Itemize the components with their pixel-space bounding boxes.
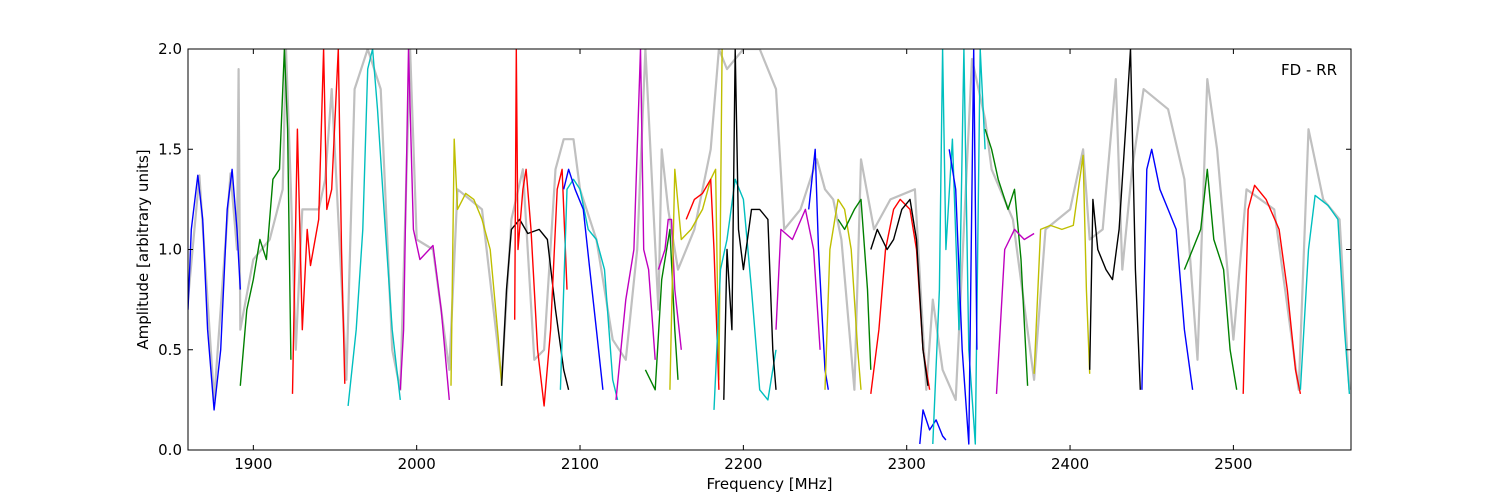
y-tick-label: 1.0 [158,241,182,259]
series-segment-14 [669,49,723,390]
series-segment-9 [559,178,619,401]
series-segment-20 [824,198,862,390]
series-segment-27 [984,128,1029,386]
series-segment-12 [644,228,679,391]
series-segment-32 [1183,168,1238,390]
series-segment-34 [1299,194,1351,394]
y-axis-label: Amplitude [arbitrary units] [134,149,152,349]
series-segment-1 [188,168,241,411]
series-segment-5 [399,49,450,400]
x-tick-label: 2300 [888,455,926,473]
series-segment-28 [995,228,1035,394]
chart-annotation: FD - RR [1281,61,1337,79]
series-segment-30 [1089,49,1141,390]
series-segment-13 [657,218,682,350]
background-trace-line [188,49,1351,401]
series-segment-18 [775,208,821,350]
x-tick-label: 2100 [561,455,599,473]
series-segment-23 [870,198,929,386]
series-segment-7 [500,218,570,390]
y-axis-ticks: 0.0 0.5 1.0 1.5 2.0 [158,40,1351,459]
series-segment-3 [291,49,346,394]
background-trace [188,49,1351,401]
series-segment-17 [723,49,777,400]
y-tick-label: 2.0 [158,40,182,58]
x-tick-label: 2400 [1051,455,1089,473]
series-segment-16 [713,178,777,410]
series-traces [188,49,1351,445]
series-segment-11 [615,49,656,400]
y-tick-label: 1.5 [158,140,182,158]
x-tick-label: 2200 [724,455,762,473]
x-tick-label: 2000 [398,455,436,473]
series-segment-24 [919,409,947,445]
x-tick-label: 2500 [1214,455,1252,473]
series-segment-31 [1141,148,1194,390]
series-segment-15 [685,178,720,390]
y-tick-label: 0.0 [158,441,182,459]
series-segment-2 [239,49,292,386]
x-axis-label: Frequency [MHz] [706,475,832,493]
x-axis-ticks: 1900 2000 2100 2200 2300 2400 2500 [234,49,1252,473]
x-tick-label: 1900 [234,455,272,473]
series-segment-29 [1033,154,1091,374]
series-segment-6 [450,138,503,386]
series-segment-33 [1242,184,1302,395]
series-segment-4 [347,49,401,406]
series-segment-26 [948,49,978,445]
series-segment-10 [563,168,604,390]
y-tick-label: 0.5 [158,341,182,359]
series-segment-21 [837,198,872,370]
series-segment-8 [514,49,568,407]
